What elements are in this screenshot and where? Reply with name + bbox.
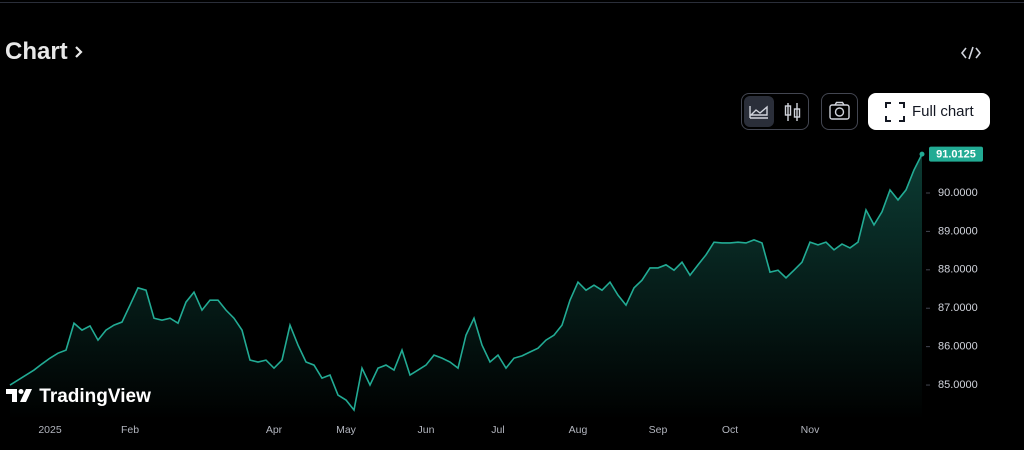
embed-icon[interactable] [960, 44, 982, 62]
x-tick-label: Oct [722, 424, 738, 436]
x-tick-label: May [336, 424, 357, 436]
chevron [75, 46, 83, 58]
top-border [0, 2, 1024, 3]
y-tick-label: 86.0000 [938, 341, 978, 353]
y-tick-label: 85.0000 [938, 379, 978, 391]
snapshot-button[interactable] [821, 93, 858, 130]
x-tick-label: Jul [491, 424, 504, 436]
toolbar-icons [744, 96, 801, 127]
y-tick-label: 89.0000 [938, 225, 978, 237]
brand-text: TradingView [39, 386, 151, 407]
last-price-label: 91.0125 [936, 149, 976, 161]
y-tick-label: 87.0000 [938, 302, 978, 314]
chart-style-toolbar [741, 93, 809, 130]
brand-logo: TradingView [6, 386, 151, 408]
x-tick-label: Aug [569, 424, 588, 436]
price-line [9, 153, 923, 412]
y-tick-label: 88.0000 [938, 264, 978, 276]
area-fill [10, 154, 922, 420]
x-tick-label: Nov [801, 424, 820, 436]
x-tick-label: Jun [418, 424, 435, 436]
y-tick-label: 90.0000 [938, 187, 978, 199]
full-chart-button[interactable]: Full chart [868, 93, 990, 130]
x-tick-label: Sep [649, 424, 668, 436]
x-tick-label: Apr [266, 424, 283, 436]
fullscreen-icon [885, 102, 905, 122]
last-price-tag [929, 146, 983, 162]
heading[interactable]: Chart [5, 38, 84, 66]
brand-icon [6, 389, 32, 402]
camera-icon [829, 101, 850, 120]
heading-text[interactable]: Chart [5, 38, 68, 65]
full-chart-label[interactable]: Full chart [912, 103, 974, 120]
last-point [919, 151, 925, 157]
x-tick-label: Feb [121, 424, 139, 436]
candle-style-button[interactable] [784, 103, 801, 121]
x-tick-label: 2025 [38, 424, 62, 436]
